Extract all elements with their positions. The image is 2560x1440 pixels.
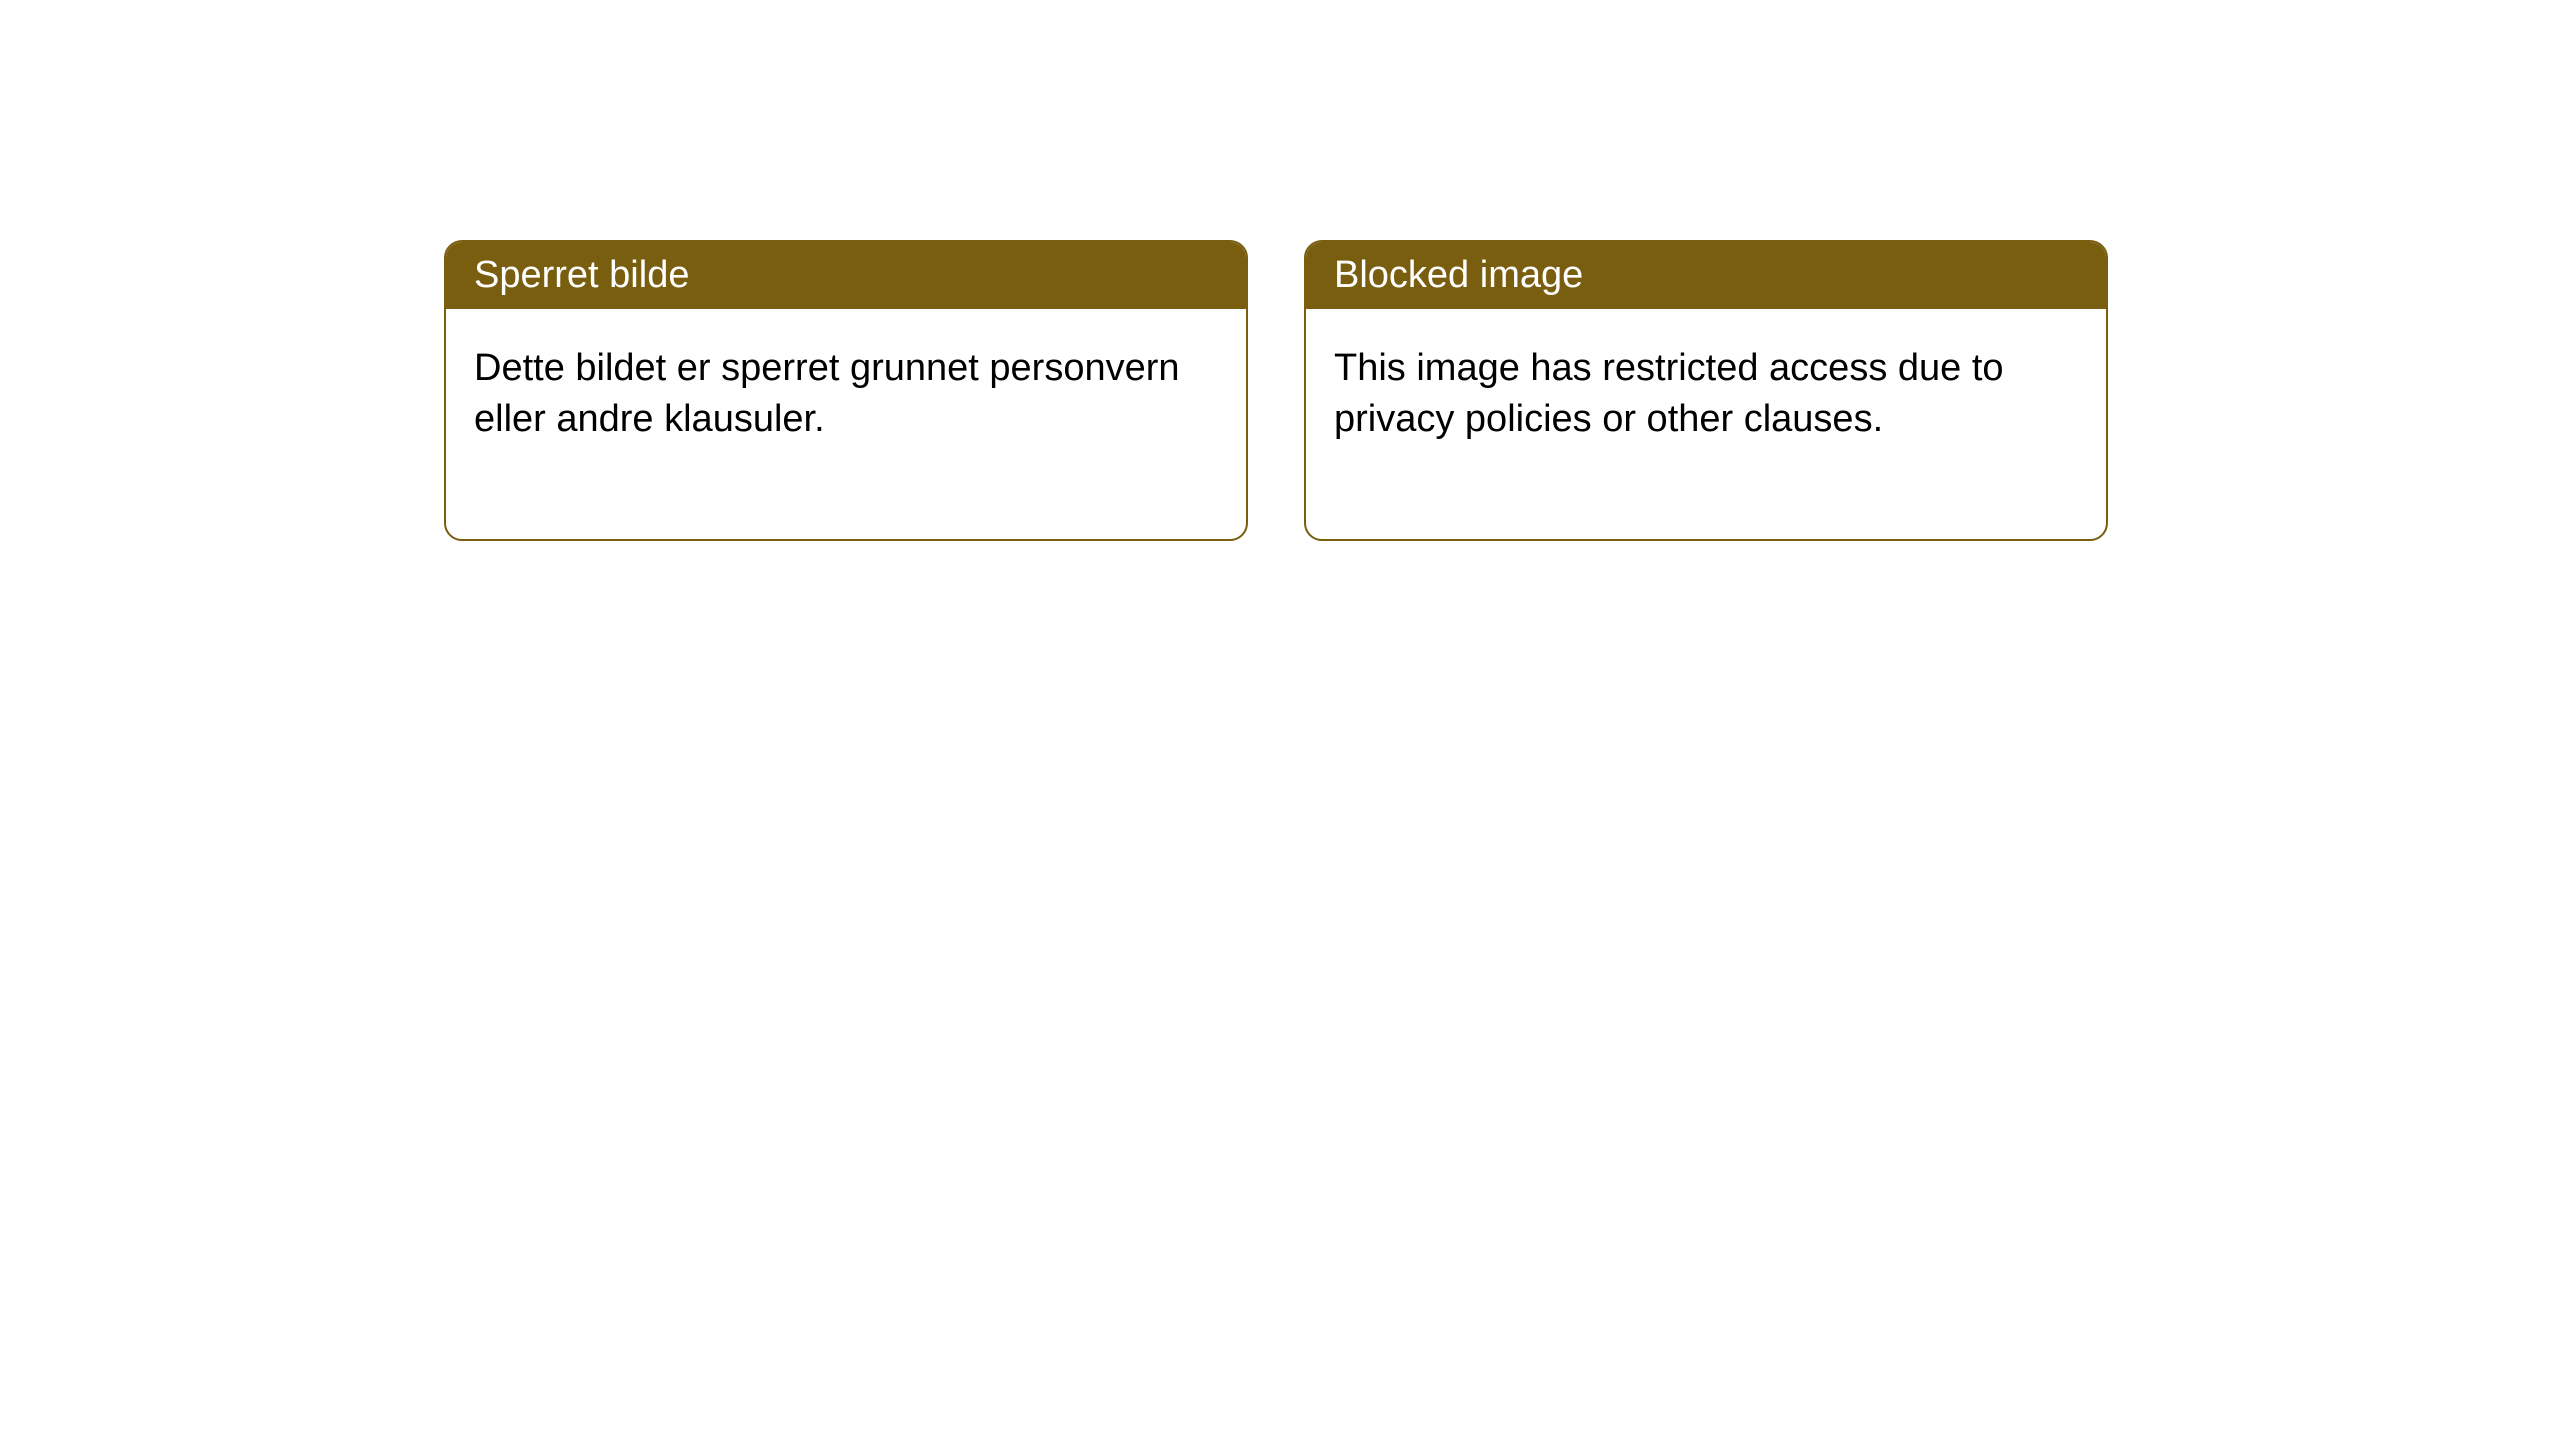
card-header-en: Blocked image — [1306, 242, 2106, 309]
card-body-nb: Dette bildet er sperret grunnet personve… — [446, 309, 1246, 539]
card-body-en: This image has restricted access due to … — [1306, 309, 2106, 539]
blocked-image-card-nb: Sperret bilde Dette bildet er sperret gr… — [444, 240, 1248, 541]
card-body-text-en: This image has restricted access due to … — [1334, 343, 2078, 446]
card-body-text-nb: Dette bildet er sperret grunnet personve… — [474, 343, 1218, 446]
blocked-image-card-en: Blocked image This image has restricted … — [1304, 240, 2108, 541]
card-header-nb: Sperret bilde — [446, 242, 1246, 309]
notice-cards-container: Sperret bilde Dette bildet er sperret gr… — [444, 240, 2108, 541]
